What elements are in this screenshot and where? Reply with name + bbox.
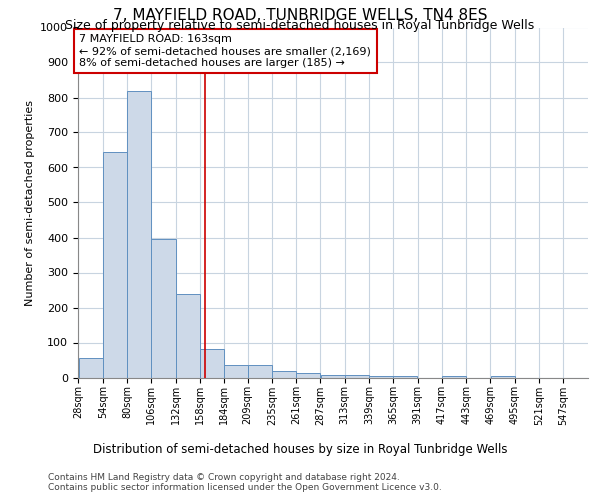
Text: Distribution of semi-detached houses by size in Royal Tunbridge Wells: Distribution of semi-detached houses by … (93, 442, 507, 456)
Bar (248, 365, 272, 378)
Bar (345, 376, 369, 378)
Text: Size of property relative to semi-detached houses in Royal Tunbridge Wells: Size of property relative to semi-detach… (65, 19, 535, 32)
Text: Contains public sector information licensed under the Open Government Licence v3: Contains public sector information licen… (48, 482, 442, 492)
Text: Contains HM Land Registry data © Crown copyright and database right 2024.: Contains HM Land Registry data © Crown c… (48, 472, 400, 482)
Bar (320, 374, 344, 378)
Text: 7 MAYFIELD ROAD: 163sqm
← 92% of semi-detached houses are smaller (2,169)
8% of : 7 MAYFIELD ROAD: 163sqm ← 92% of semi-de… (79, 34, 371, 68)
Bar (272, 370, 296, 378)
Text: 7, MAYFIELD ROAD, TUNBRIDGE WELLS, TN4 8ES: 7, MAYFIELD ROAD, TUNBRIDGE WELLS, TN4 8… (113, 8, 487, 22)
Bar (224, 365, 248, 378)
Bar (491, 376, 515, 378)
Bar (394, 376, 418, 378)
Bar (127, 90, 151, 378)
Bar (103, 152, 127, 378)
Bar (296, 374, 320, 378)
Bar (151, 240, 176, 378)
Bar (79, 358, 103, 378)
Bar (200, 349, 224, 378)
Bar (176, 294, 200, 378)
Bar (442, 376, 466, 378)
Y-axis label: Number of semi-detached properties: Number of semi-detached properties (25, 100, 35, 306)
Bar (369, 376, 393, 378)
